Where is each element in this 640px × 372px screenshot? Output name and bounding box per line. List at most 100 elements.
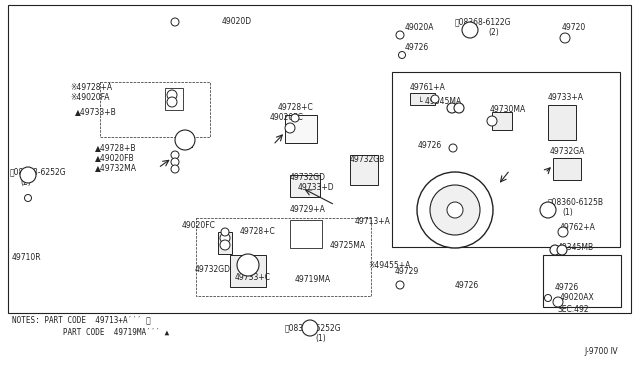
Text: S: S	[307, 324, 313, 333]
Text: ▲49020FB: ▲49020FB	[95, 154, 134, 163]
Text: ▲49733+B: ▲49733+B	[75, 108, 116, 116]
Circle shape	[24, 195, 31, 202]
Text: Ⓝ08360-6125B: Ⓝ08360-6125B	[548, 198, 604, 206]
Circle shape	[417, 172, 493, 248]
Text: NOTES: PART CODE  49713+A′′′ ※: NOTES: PART CODE 49713+A′′′ ※	[12, 315, 151, 324]
Circle shape	[447, 103, 457, 113]
Text: 49720: 49720	[562, 23, 586, 32]
Bar	[492, 112, 512, 130]
Bar	[350, 155, 378, 185]
Circle shape	[221, 228, 229, 236]
Circle shape	[167, 90, 177, 100]
Bar	[290, 175, 320, 197]
Circle shape	[454, 103, 464, 113]
Text: J-9700 Ⅳ: J-9700 Ⅳ	[584, 347, 618, 356]
Text: Ⓝ08368-6252G: Ⓝ08368-6252G	[285, 324, 342, 333]
Bar	[196, 218, 371, 296]
Circle shape	[171, 18, 179, 26]
Circle shape	[550, 245, 560, 255]
Text: └ 49345MA: └ 49345MA	[418, 97, 461, 106]
Text: 49726: 49726	[455, 280, 479, 289]
Text: (1): (1)	[562, 208, 573, 217]
Text: S: S	[467, 26, 473, 35]
Circle shape	[171, 151, 179, 159]
Text: 49020FC: 49020FC	[182, 221, 216, 230]
Circle shape	[557, 245, 567, 255]
Circle shape	[285, 123, 295, 133]
Bar	[218, 232, 232, 254]
Text: 49729+A: 49729+A	[290, 205, 326, 215]
Text: 49020FC: 49020FC	[270, 113, 304, 122]
Text: (2): (2)	[488, 28, 499, 36]
Circle shape	[553, 297, 563, 307]
Circle shape	[220, 240, 230, 250]
Text: ▲49728+B: ▲49728+B	[95, 144, 136, 153]
Bar	[165, 88, 183, 110]
Text: 49732GA: 49732GA	[550, 148, 586, 157]
Circle shape	[396, 281, 404, 289]
Text: 49719MA: 49719MA	[295, 276, 331, 285]
Text: 49732GD: 49732GD	[290, 173, 326, 183]
Text: 49729: 49729	[395, 267, 419, 276]
Text: ※49728+A: ※49728+A	[70, 83, 112, 93]
Text: SEC.490: SEC.490	[430, 180, 461, 189]
Circle shape	[540, 202, 556, 218]
Bar	[100, 82, 210, 137]
Bar	[8, 5, 631, 313]
Circle shape	[560, 33, 570, 43]
Circle shape	[449, 144, 457, 152]
Text: 49732GD: 49732GD	[195, 266, 231, 275]
Text: 49726: 49726	[405, 44, 429, 52]
Text: 49726: 49726	[418, 141, 442, 150]
Text: SEC.492: SEC.492	[558, 305, 589, 314]
Text: 49732GB: 49732GB	[350, 155, 385, 164]
Bar	[548, 105, 576, 140]
Circle shape	[396, 31, 404, 39]
Circle shape	[302, 320, 318, 336]
Bar	[230, 255, 266, 287]
Text: 49020A: 49020A	[405, 23, 435, 32]
Text: 49728+C: 49728+C	[240, 228, 276, 237]
Text: S: S	[545, 205, 550, 215]
Circle shape	[291, 114, 299, 122]
Text: 49761+A: 49761+A	[410, 83, 446, 93]
Text: 49020AX: 49020AX	[560, 294, 595, 302]
Text: (1): (1)	[315, 334, 326, 343]
Bar	[290, 220, 322, 248]
Text: 49733+D: 49733+D	[298, 183, 335, 192]
Text: PART CODE  49719MA′′′ ▲: PART CODE 49719MA′′′ ▲	[12, 327, 169, 337]
Text: 49725MA: 49725MA	[330, 241, 366, 250]
Circle shape	[171, 158, 179, 166]
Text: 49345MB: 49345MB	[558, 244, 594, 253]
Circle shape	[430, 185, 480, 235]
Bar	[178, 133, 192, 147]
Circle shape	[447, 202, 463, 218]
Text: ※49020FA: ※49020FA	[70, 93, 109, 103]
Bar	[410, 93, 435, 105]
Text: 49713+A: 49713+A	[355, 218, 391, 227]
Bar	[392, 72, 620, 247]
Circle shape	[175, 130, 195, 150]
Text: 49733+C: 49733+C	[235, 273, 271, 282]
Text: ▲49732MA: ▲49732MA	[95, 164, 137, 173]
Circle shape	[399, 51, 406, 58]
Text: Ⓝ08368-6252G: Ⓝ08368-6252G	[10, 167, 67, 176]
Text: S: S	[26, 170, 31, 180]
Circle shape	[167, 97, 177, 107]
Circle shape	[558, 227, 568, 237]
Circle shape	[237, 254, 259, 276]
Text: Ⓝ08368-6122G: Ⓝ08368-6122G	[455, 17, 511, 26]
Bar	[285, 115, 317, 143]
Text: 49728+C: 49728+C	[278, 103, 314, 112]
Text: 49020D: 49020D	[222, 17, 252, 26]
Circle shape	[220, 233, 230, 243]
Text: 49733+A: 49733+A	[548, 93, 584, 103]
Circle shape	[487, 116, 497, 126]
Text: (2): (2)	[20, 177, 31, 186]
Circle shape	[462, 22, 478, 38]
Text: 49762+A: 49762+A	[560, 224, 596, 232]
Bar	[553, 158, 581, 180]
Bar	[543, 255, 621, 307]
Text: ※49455+A: ※49455+A	[368, 260, 410, 269]
Circle shape	[431, 95, 439, 103]
